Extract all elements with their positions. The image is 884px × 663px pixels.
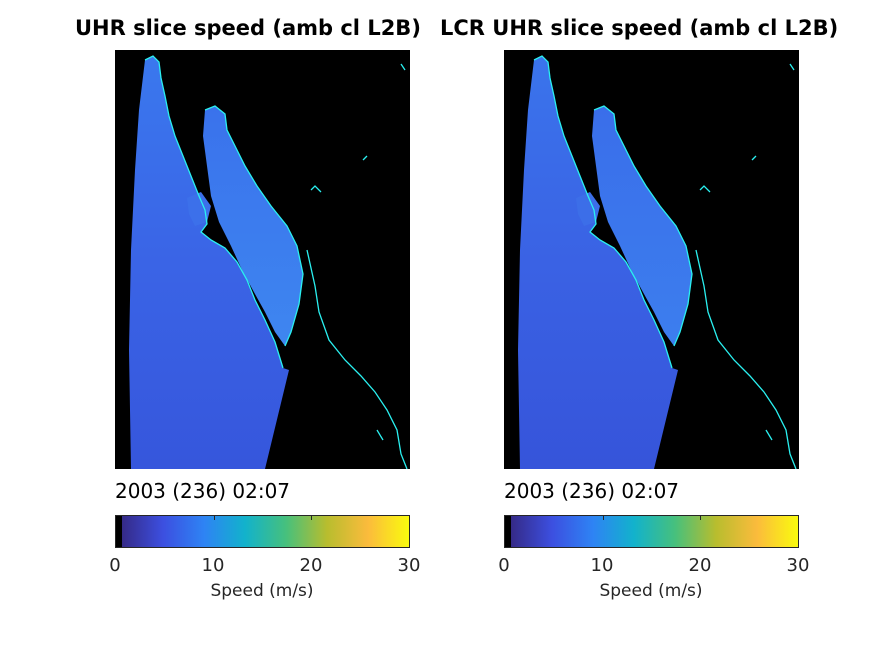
pacific-swath: [129, 56, 289, 469]
panel-1-tick-0: 0: [109, 555, 121, 576]
panel-2-title: LCR UHR slice speed (amb cl L2B): [440, 16, 839, 40]
panel-1-colorbar: [115, 515, 410, 548]
panel-1-colorbar-label: Speed (m/s): [210, 581, 314, 601]
panel-2-tick-20: 20: [688, 555, 712, 576]
gulf-swath: [592, 106, 692, 346]
gulf-swath: [203, 106, 303, 346]
panel-1-tick-30: 30: [397, 555, 421, 576]
panel-1-speed-map: [115, 50, 410, 469]
panel-2-speed-map: [504, 50, 799, 469]
panel-2-tick-30: 30: [786, 555, 810, 576]
panel-2-tick-10: 10: [590, 555, 614, 576]
panel-1-tick-20: 20: [299, 555, 323, 576]
panel-2-timestamp: 2003 (236) 02:07: [504, 479, 680, 503]
pacific-swath: [518, 56, 678, 469]
panel-1-timestamp: 2003 (236) 02:07: [115, 479, 291, 503]
panel-1-tick-10: 10: [201, 555, 225, 576]
panel-2-colorbar-label: Speed (m/s): [599, 581, 703, 601]
panel-2-tick-0: 0: [498, 555, 510, 576]
panel-2-colorbar: [504, 515, 799, 548]
panel-1-title: UHR slice speed (amb cl L2B): [75, 16, 421, 40]
